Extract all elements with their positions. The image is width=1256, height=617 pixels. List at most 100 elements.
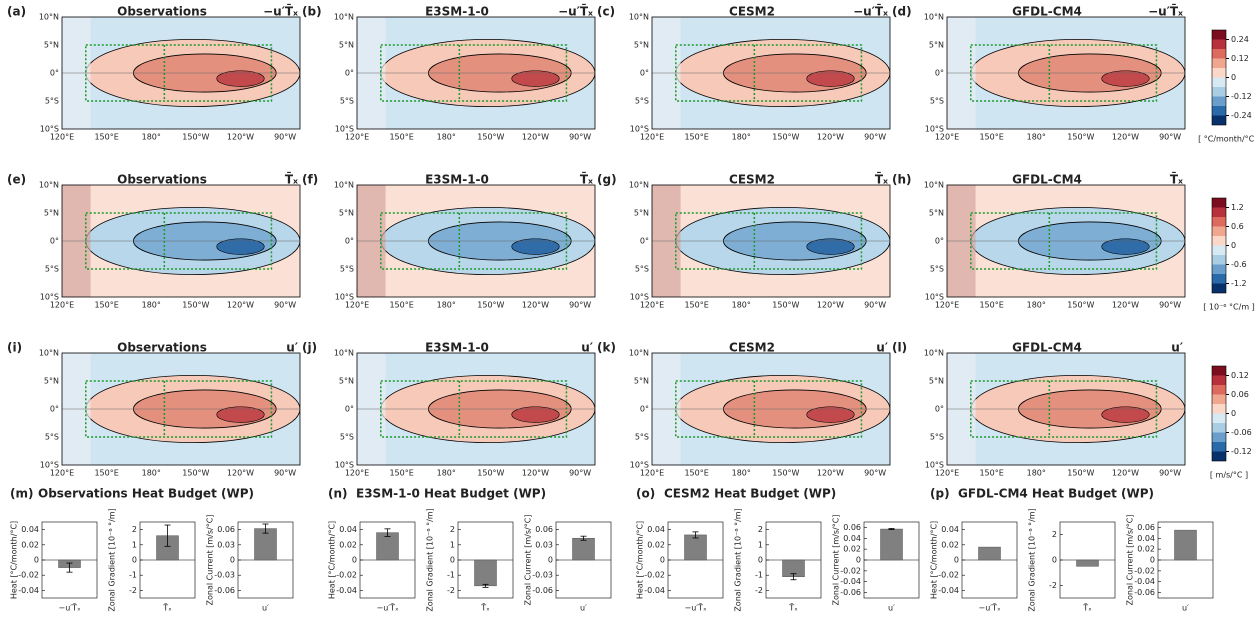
y-axis-label: Zonal Gradient [10⁻⁶ °/m] xyxy=(108,508,117,611)
lon-tick-label: 120°W xyxy=(522,301,549,310)
map-frame xyxy=(61,352,301,466)
map-frame xyxy=(61,16,301,130)
map xyxy=(947,185,1185,297)
lon-tick-label: 150°W xyxy=(477,301,504,310)
lon-tick-label: 150°E xyxy=(684,133,708,142)
map-frame xyxy=(356,352,596,466)
y-tick-label: 0 xyxy=(450,556,455,565)
y-tick-label: -2 xyxy=(447,586,455,595)
colorbar-unit: [ °C/month/°C ] xyxy=(1198,135,1256,144)
y-tick-label: 0.06 xyxy=(843,523,861,532)
panel-label: (c) xyxy=(597,5,615,19)
colorbar-swatch xyxy=(1212,274,1226,284)
y-tick-label: -2 xyxy=(1049,581,1057,590)
y-tick-label: 0.04 xyxy=(647,525,665,534)
lon-tick-label: 150°W xyxy=(772,469,799,478)
budget-title: E3SM-1-0 Heat Budget (WP) xyxy=(356,487,546,501)
lon-tick-label: 120°E xyxy=(50,133,74,142)
lat-tick-label: 5°N xyxy=(634,377,649,386)
panel-title: E3SM-1-0 xyxy=(425,173,489,187)
lon-tick-label: 180° xyxy=(142,469,161,478)
lon-tick-label: 150°W xyxy=(1067,469,1094,478)
y-axis-label: Zonal Gradient [10⁻⁶ °/m] xyxy=(426,508,435,611)
lat-tick-label: 10°N xyxy=(39,13,59,22)
lat-tick-label: 5°N xyxy=(929,209,944,218)
y-tick-label: 0.04 xyxy=(339,525,357,534)
colorbar-tick-label: -0.06 xyxy=(1231,428,1252,437)
lon-tick-label: 180° xyxy=(1027,469,1046,478)
lon-tick-label: 180° xyxy=(142,301,161,310)
colorbar-swatch xyxy=(1212,207,1226,217)
anomaly-peak xyxy=(806,70,855,87)
lat-tick-label: 5°N xyxy=(44,41,59,50)
y-tick-label: 0.02 xyxy=(21,540,39,549)
lat-tick-label: 10°S xyxy=(925,293,944,302)
y-tick-label: 1 xyxy=(132,540,137,549)
lon-tick-label: 120°W xyxy=(227,301,254,310)
lat-tick-label: 10°S xyxy=(925,125,944,134)
lon-tick-label: 120°W xyxy=(522,469,549,478)
x-tick-label: −u′T̄ₓ xyxy=(376,602,398,612)
anomaly-peak xyxy=(1101,70,1150,87)
lat-tick-label: 10°S xyxy=(630,125,649,134)
colorbar-swatch xyxy=(1212,366,1226,376)
lat-tick-label: 5°S xyxy=(340,265,354,274)
y-tick-label: -0.06 xyxy=(840,588,861,597)
colorbar-swatch xyxy=(1212,77,1226,87)
colorbar-unit: [ m/s/°C ] xyxy=(1210,471,1248,480)
y-tick-label: 0.06 xyxy=(217,525,235,534)
colorbar-swatch xyxy=(1212,264,1226,274)
lat-tick-label: 5°N xyxy=(44,209,59,218)
lat-tick-label: 10°S xyxy=(630,461,649,470)
panel-title: CESM2 xyxy=(729,173,775,187)
lat-tick-label: 5°S xyxy=(930,433,944,442)
y-axis-label: Heat [°C/month/°C] xyxy=(328,521,337,599)
lat-tick-label: 5°N xyxy=(44,377,59,386)
map xyxy=(357,353,595,465)
colorbar-tick-label: 0.12 xyxy=(1231,54,1249,63)
lat-tick-label: 5°S xyxy=(340,433,354,442)
colorbar-tick-label: -1.2 xyxy=(1231,279,1247,288)
y-tick-label: 0 xyxy=(132,556,137,565)
panel-variable: −u′T̄ₓ xyxy=(263,3,298,18)
panel-label: (h) xyxy=(892,173,912,187)
y-tick-label: -0.03 xyxy=(532,571,553,580)
lat-tick-label: 5°N xyxy=(339,377,354,386)
lon-tick-label: 150°E xyxy=(94,469,118,478)
lat-tick-label: 10°S xyxy=(335,461,354,470)
map-frame xyxy=(651,184,891,298)
lon-tick-label: 120°W xyxy=(522,133,549,142)
lon-tick-label: 150°E xyxy=(979,133,1003,142)
budget-title: CESM2 Heat Budget (WP) xyxy=(664,487,836,501)
panel-label: (b) xyxy=(302,5,322,19)
anomaly-peak xyxy=(511,238,560,255)
x-tick-label: T̄ₓ xyxy=(480,602,490,612)
region-box xyxy=(675,380,863,438)
lat-tick-label: 10°S xyxy=(40,293,59,302)
colorbar-tick-label: 0 xyxy=(1231,241,1236,250)
anomaly-peak xyxy=(216,406,265,423)
lon-tick-label: 150°W xyxy=(772,301,799,310)
lon-tick-label: 150°W xyxy=(182,301,209,310)
budget-label: (m) xyxy=(10,487,33,501)
panel-variable: T̄ₓ xyxy=(580,171,593,186)
region-box xyxy=(85,380,273,438)
panel-variable: u′ xyxy=(286,341,298,355)
bar xyxy=(1174,529,1197,561)
panel-title: CESM2 xyxy=(729,341,775,355)
colorbar-tick-label: 0.24 xyxy=(1231,35,1249,44)
y-tick-label: -0.04 xyxy=(18,586,39,595)
y-tick-label: -0.02 xyxy=(644,571,665,580)
lon-tick-label: 150°E xyxy=(684,301,708,310)
y-tick-label: 2 xyxy=(450,525,455,534)
lat-tick-label: 5°N xyxy=(929,41,944,50)
lat-tick-label: 5°N xyxy=(339,209,354,218)
budget-title: GFDL-CM4 Heat Budget (WP) xyxy=(958,487,1154,501)
y-tick-label: 0.03 xyxy=(535,540,553,549)
lon-tick-label: 120°W xyxy=(227,133,254,142)
y-tick-label: 0 xyxy=(856,556,861,565)
colorbar-tick-label: 0 xyxy=(1231,73,1236,82)
region-box xyxy=(85,44,273,102)
y-tick-label: 0.02 xyxy=(647,540,665,549)
lon-tick-label: 120°W xyxy=(817,301,844,310)
